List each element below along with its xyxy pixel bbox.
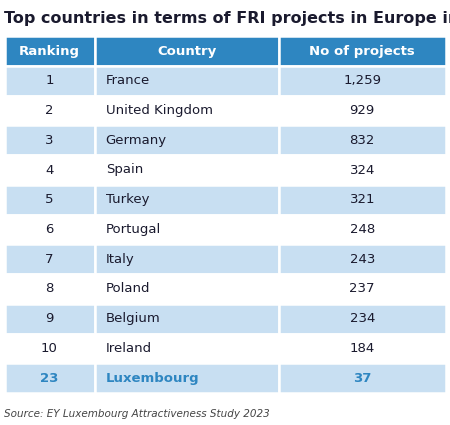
Text: 8: 8	[45, 283, 54, 295]
Bar	[4, 125, 94, 155]
Text: Top countries in terms of FRI projects in Europe in 2022: Top countries in terms of FRI projects i…	[4, 11, 450, 26]
Bar	[279, 185, 446, 215]
Text: 243: 243	[350, 253, 375, 266]
Text: Germany: Germany	[106, 134, 167, 147]
Bar	[4, 304, 94, 334]
Text: 9: 9	[45, 312, 54, 325]
Bar	[279, 96, 446, 125]
Bar	[4, 215, 94, 244]
Bar	[94, 96, 279, 125]
Text: 5: 5	[45, 193, 54, 206]
Bar	[94, 185, 279, 215]
Bar	[4, 363, 94, 393]
Bar	[94, 244, 279, 274]
Bar	[279, 36, 446, 66]
Text: Portugal: Portugal	[106, 223, 161, 236]
Bar	[94, 334, 279, 363]
Bar	[279, 215, 446, 244]
Bar	[279, 334, 446, 363]
Bar	[94, 304, 279, 334]
Text: United Kingdom: United Kingdom	[106, 104, 213, 117]
Text: 321: 321	[350, 193, 375, 206]
Bar	[4, 36, 94, 66]
Text: 248: 248	[350, 223, 375, 236]
Bar	[94, 36, 279, 66]
Bar	[279, 274, 446, 304]
Bar	[4, 155, 94, 185]
Text: Belgium: Belgium	[106, 312, 161, 325]
Bar	[279, 363, 446, 393]
Bar	[94, 66, 279, 96]
Bar	[279, 304, 446, 334]
Text: 37: 37	[353, 372, 371, 385]
Text: 832: 832	[350, 134, 375, 147]
Text: 3: 3	[45, 134, 54, 147]
Bar	[4, 274, 94, 304]
Text: 324: 324	[350, 164, 375, 176]
Bar	[4, 334, 94, 363]
Text: Turkey: Turkey	[106, 193, 149, 206]
Text: France: France	[106, 74, 150, 87]
Text: 237: 237	[350, 283, 375, 295]
Bar	[279, 125, 446, 155]
Bar	[279, 244, 446, 274]
Bar	[94, 125, 279, 155]
Bar	[94, 363, 279, 393]
Text: 6: 6	[45, 223, 54, 236]
Bar	[279, 66, 446, 96]
Text: 10: 10	[41, 342, 58, 355]
Text: 4: 4	[45, 164, 54, 176]
Text: 1,259: 1,259	[343, 74, 381, 87]
Text: Poland: Poland	[106, 283, 150, 295]
Text: Luxembourg: Luxembourg	[106, 372, 199, 385]
Text: Ranking: Ranking	[19, 45, 80, 57]
Text: Italy: Italy	[106, 253, 135, 266]
Bar	[94, 274, 279, 304]
Text: 2: 2	[45, 104, 54, 117]
Bar	[4, 96, 94, 125]
Bar	[94, 155, 279, 185]
Text: Ireland: Ireland	[106, 342, 152, 355]
Text: 234: 234	[350, 312, 375, 325]
Bar	[4, 66, 94, 96]
Text: 184: 184	[350, 342, 375, 355]
Text: Country: Country	[157, 45, 216, 57]
Text: 1: 1	[45, 74, 54, 87]
Text: No of projects: No of projects	[310, 45, 415, 57]
Text: 929: 929	[350, 104, 375, 117]
Text: 23: 23	[40, 372, 58, 385]
Text: Source: EY Luxembourg Attractiveness Study 2023: Source: EY Luxembourg Attractiveness Stu…	[4, 408, 270, 419]
Bar	[279, 155, 446, 185]
Text: Spain: Spain	[106, 164, 143, 176]
Text: 7: 7	[45, 253, 54, 266]
Bar	[4, 185, 94, 215]
Bar	[4, 244, 94, 274]
Bar	[94, 215, 279, 244]
